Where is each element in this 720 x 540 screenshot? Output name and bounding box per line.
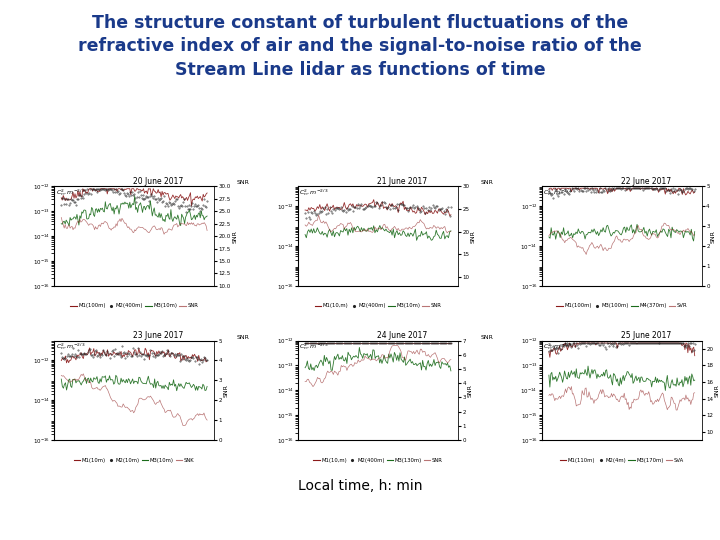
Title: 25 June 2017: 25 June 2017 [621,331,671,340]
Legend: M1(100m), M3(100m), M4(370m), SVR: M1(100m), M3(100m), M4(370m), SVR [557,303,687,308]
Y-axis label: SNR: SNR [233,230,237,242]
Y-axis label: SNR: SNR [223,384,228,397]
Legend: M1(10m), M2(10m), M3(10m), SNK: M1(10m), M2(10m), M3(10m), SNK [73,458,194,463]
Y-axis label: SNR: SNR [714,384,719,397]
Title: 20 June 2017: 20 June 2017 [133,177,184,186]
Text: $C^2_n,m^{-2/3}$: $C^2_n,m^{-2/3}$ [543,187,572,198]
Y-axis label: SNR: SNR [471,230,476,242]
Title: 24 June 2017: 24 June 2017 [377,331,427,340]
Text: SNR: SNR [237,180,250,185]
Text: SNR: SNR [481,335,493,340]
Legend: M1(110m), M2(4m), M3(170m), SVA: M1(110m), M2(4m), M3(170m), SVA [560,458,684,463]
Legend: M1(10,m), M2(400m), M3(130m), SNR: M1(10,m), M2(400m), M3(130m), SNR [313,458,443,463]
Text: $C^2_n,m^{-2/3}$: $C^2_n,m^{-2/3}$ [300,342,329,353]
Text: SNR: SNR [237,335,250,340]
Text: The structure constant of turbulent fluctuations of the
refractive index of air : The structure constant of turbulent fluc… [78,14,642,79]
Legend: M1(100m), M2(400m), M3(10m), SNR: M1(100m), M2(400m), M3(10m), SNR [71,303,198,308]
Title: 22 June 2017: 22 June 2017 [621,177,671,186]
Title: 21 June 2017: 21 June 2017 [377,177,427,186]
Text: $C^2_n,m^{-2/3}$: $C^2_n,m^{-2/3}$ [55,342,85,353]
Text: Local time, h: min: Local time, h: min [298,479,422,493]
Text: SNR: SNR [481,180,493,185]
Legend: M1(10,m), M2(400m), M3(10m), SNR: M1(10,m), M2(400m), M3(10m), SNR [315,303,441,308]
Y-axis label: SNR: SNR [711,230,716,242]
Text: $C^2_n,m^{-2/3}$: $C^2_n,m^{-2/3}$ [543,342,572,353]
Text: $C^2_n,m^{-2/3}$: $C^2_n,m^{-2/3}$ [55,187,85,198]
Text: $C^2_n,m^{-2/3}$: $C^2_n,m^{-2/3}$ [300,187,329,198]
Y-axis label: SNR: SNR [467,384,472,397]
Title: 23 June 2017: 23 June 2017 [133,331,184,340]
